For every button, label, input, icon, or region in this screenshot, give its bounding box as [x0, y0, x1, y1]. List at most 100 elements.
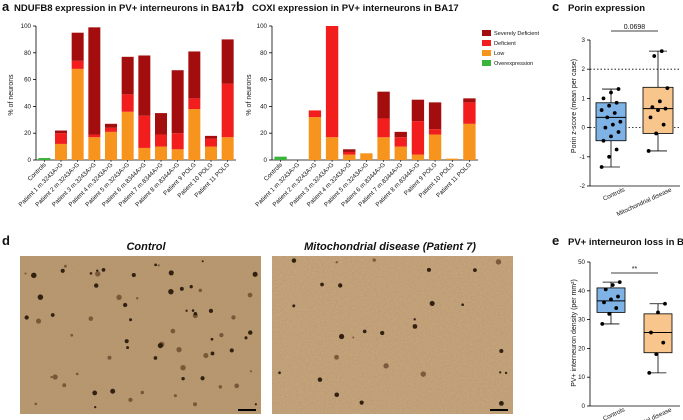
- chart-b-bar-deficient: [325, 26, 339, 138]
- chart-b-ylabel: % of neurons: [246, 74, 253, 116]
- chart-a-bar-low: [105, 131, 117, 160]
- chart-b-bar-severe: [428, 102, 442, 130]
- chart-c-ytick-label: 2: [582, 66, 586, 73]
- chart-b-bar-low: [360, 153, 373, 160]
- micrograph-control-cell: [210, 337, 214, 341]
- micrograph-mito-cell: [499, 371, 502, 374]
- chart-a-bar-deficient: [71, 60, 84, 69]
- micrograph-control-cell: [75, 372, 79, 376]
- chart-c-data-point: [650, 105, 655, 110]
- chart-b-bar-low: [463, 123, 476, 160]
- micrograph-control-cell: [208, 308, 214, 313]
- chart-e-ytick-label: 0: [582, 403, 586, 410]
- chart-c-data-point: [665, 86, 670, 91]
- micrograph-control-cell: [168, 270, 174, 276]
- chart-b-bar-low: [377, 137, 390, 160]
- chart-a-bar-severe: [171, 70, 184, 134]
- micrograph-mito-cell: [499, 349, 504, 354]
- micrograph-mito-cell: [320, 282, 324, 287]
- legend-swatch-severe: [482, 30, 491, 36]
- chart-c-ytick-label: -1: [579, 154, 585, 161]
- chart-a-bar-over: [38, 157, 51, 160]
- chart-c-data-point: [614, 100, 619, 105]
- chart-e-data-point: [607, 311, 612, 316]
- micrograph-control-texture: [20, 256, 261, 414]
- micrograph-control-cell: [94, 283, 99, 288]
- micrograph-control-cell: [124, 339, 129, 344]
- micrograph-control-cell: [35, 318, 42, 324]
- micrograph-control-cell: [231, 315, 236, 320]
- chart-b-bar-deficient: [394, 137, 407, 147]
- chart-a-title: NDUFB8 expression in PV+ interneurons in…: [14, 3, 236, 14]
- chart-a-bar-low: [88, 137, 101, 160]
- chart-a-bar-low: [188, 109, 201, 160]
- micrograph-mito-cell: [334, 354, 339, 360]
- micrograph-control-cell: [248, 330, 253, 335]
- chart-a-bar-deficient: [55, 133, 67, 144]
- chart-c-data-point: [599, 165, 604, 169]
- micrograph-control-cell: [96, 269, 99, 272]
- chart-c-data-point: [618, 119, 623, 124]
- micrograph-mito-cell: [495, 259, 502, 265]
- chart-a-ytick-label: 0: [28, 157, 32, 164]
- micrograph-mito-cell: [429, 300, 435, 306]
- chart-a-bar-low: [221, 137, 234, 160]
- chart-a-bar-deficient: [155, 134, 167, 147]
- micrograph-control-cell: [157, 264, 160, 267]
- chart-e-title: PV+ interneuron loss in BA17: [568, 237, 683, 248]
- micrograph-control-cell: [229, 348, 234, 353]
- chart-e-pv-density: 01020304050ControlsMitochondrial disease…: [578, 259, 680, 420]
- micrograph-mito-cell: [359, 400, 364, 405]
- chart-e-data-point: [654, 352, 659, 357]
- chart-b-ytick-label: 20: [260, 130, 267, 137]
- panel-letter-b: b: [236, 0, 244, 14]
- micrograph-mito-cell: [338, 333, 345, 340]
- chart-a-bar-deficient: [188, 98, 201, 110]
- chart-e-data-point: [614, 306, 619, 310]
- micrograph-control-cell: [168, 288, 174, 295]
- micrograph-control-cell: [37, 294, 44, 300]
- micrograph-control-cell: [154, 263, 157, 267]
- micrograph-mito-cell: [334, 392, 340, 398]
- micrograph-control-cell: [94, 406, 97, 409]
- chart-c-data-point: [648, 115, 653, 120]
- micrograph-mito-cell: [473, 268, 477, 273]
- chart-c-data-point: [603, 125, 608, 130]
- chart-a-bar-deficient: [88, 134, 101, 138]
- chart-b-bar-low: [343, 154, 356, 160]
- micrograph-control-cell: [34, 402, 38, 406]
- micrograph-control-cell: [249, 370, 253, 373]
- micrograph-control-cell: [219, 333, 224, 338]
- legend-label-low: Low: [494, 51, 505, 57]
- chart-a-bar-low: [171, 149, 184, 160]
- chart-b-bar-deficient: [411, 121, 425, 155]
- micrograph-control-cell: [173, 394, 177, 398]
- chart-c-title: Porin expression: [568, 3, 645, 14]
- chart-b-ytick-label: 40: [260, 103, 267, 110]
- chart-e-data-point: [616, 294, 620, 299]
- legend-swatch-deficient: [482, 40, 491, 46]
- micrograph-control-cell: [31, 272, 37, 279]
- micrograph-mito-cell: [461, 303, 464, 307]
- chart-c-data-point: [610, 122, 615, 127]
- micrograph-control-cell: [203, 353, 209, 359]
- micrograph-control-cell: [180, 365, 186, 371]
- micrograph-mito-cell: [413, 318, 416, 321]
- chart-a-bar-deficient: [105, 127, 117, 132]
- micrograph-control-cell: [140, 390, 144, 395]
- micrograph-mito-cell: [362, 329, 367, 334]
- chart-c-ytick-label: 1: [582, 95, 586, 102]
- micrograph-control-cell: [218, 385, 223, 389]
- chart-a-ytick-label: 20: [24, 130, 31, 137]
- chart-b-legend: Severely Deficient Deficient Low Overexpres…: [482, 30, 540, 67]
- chart-b-bar-severe: [343, 149, 356, 152]
- micrograph-control-cell: [176, 347, 182, 353]
- chart-c-data-point: [657, 99, 662, 104]
- micrograph-mito-cell: [372, 258, 376, 262]
- micrograph-mito-cell: [380, 330, 385, 336]
- chart-c-data-point: [609, 90, 613, 95]
- legend-label-severe: Severely Deficient: [494, 31, 540, 37]
- micrograph-mito-cells: [278, 258, 508, 406]
- chart-a-bar-severe: [205, 135, 217, 139]
- chart-c-ylabel: Porin z-score (mean per case): [571, 59, 578, 153]
